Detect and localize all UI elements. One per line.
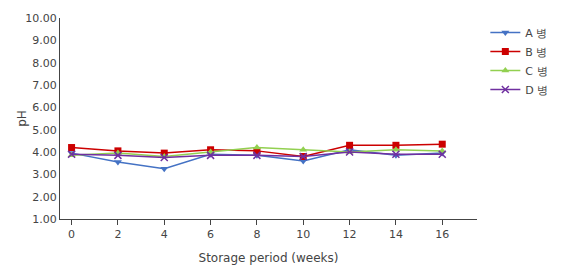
svg-text:6.00: 6.00 xyxy=(32,101,57,114)
svg-text:D 병: D 병 xyxy=(525,84,548,97)
svg-text:3.00: 3.00 xyxy=(32,168,57,181)
svg-text:B 병: B 병 xyxy=(525,46,547,59)
svg-text:A 병: A 병 xyxy=(525,27,547,40)
svg-text:5.00: 5.00 xyxy=(32,124,57,137)
svg-text:2: 2 xyxy=(114,228,121,241)
svg-text:16: 16 xyxy=(435,228,449,241)
svg-text:10.00: 10.00 xyxy=(25,12,57,25)
svg-text:12: 12 xyxy=(343,228,357,241)
svg-text:Storage period (weeks): Storage period (weeks) xyxy=(199,251,339,265)
svg-text:9.00: 9.00 xyxy=(32,34,57,47)
svg-text:10: 10 xyxy=(296,228,310,241)
svg-text:14: 14 xyxy=(389,228,403,241)
svg-text:4: 4 xyxy=(161,228,168,241)
svg-text:1.00: 1.00 xyxy=(32,213,57,226)
svg-text:pH: pH xyxy=(15,110,29,127)
svg-text:8: 8 xyxy=(253,228,260,241)
svg-text:6: 6 xyxy=(207,228,214,241)
svg-text:C 병: C 병 xyxy=(525,65,547,78)
svg-text:7.00: 7.00 xyxy=(32,79,57,92)
svg-text:4.00: 4.00 xyxy=(32,146,57,159)
svg-text:2.00: 2.00 xyxy=(32,191,57,204)
svg-text:0: 0 xyxy=(68,228,75,241)
svg-text:8.00: 8.00 xyxy=(32,57,57,70)
